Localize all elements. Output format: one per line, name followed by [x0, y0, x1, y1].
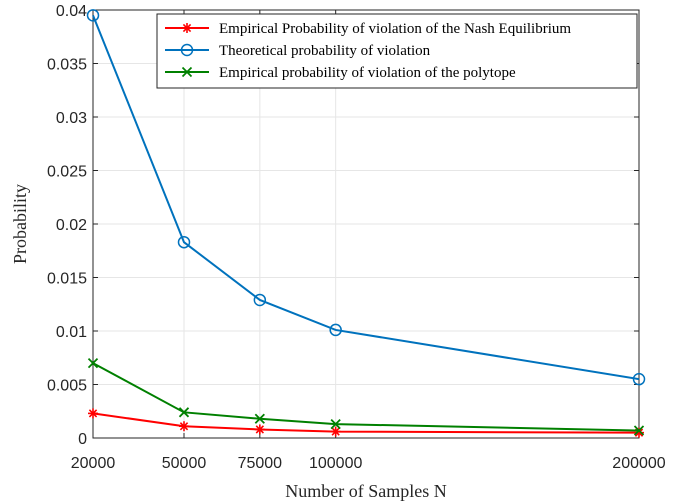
axes: 20000 50000 75000 100000 200000 0 0.005 0.01 0.0…	[47, 3, 666, 472]
data-point	[634, 427, 644, 438]
series-line	[92, 14, 640, 381]
legend-label: Theoretical probability of violation	[219, 43, 431, 59]
y-tick-label: 0.005	[47, 378, 87, 395]
y-tick-label: 0.025	[47, 164, 87, 181]
point-marker-stroke	[182, 23, 192, 33]
point-marker-stroke	[88, 409, 98, 418]
series-layer	[86, 9, 646, 438]
y-tick-label: 0.02	[56, 217, 87, 234]
data-point	[178, 407, 190, 418]
point-marker	[86, 9, 100, 22]
legend-label: Empirical probability of violation of th…	[219, 65, 516, 81]
point-marker-stroke	[178, 407, 190, 418]
point-marker-stroke	[634, 428, 644, 437]
point-marker	[253, 293, 267, 307]
data-point	[180, 43, 194, 57]
data-point	[330, 426, 341, 437]
data-point	[177, 235, 191, 249]
y-tick-label: 0.03	[56, 110, 87, 127]
legend-entry: Empirical probability of violation of th…	[165, 65, 516, 81]
x-tick-label: 100000	[309, 455, 362, 472]
legend-entry: Theoretical probability of violation	[165, 43, 431, 59]
point-marker-stroke	[331, 427, 340, 436]
data-point	[86, 9, 100, 22]
series-3	[87, 357, 645, 436]
data-point	[253, 293, 267, 307]
y-tick-label: 0.04	[56, 3, 87, 20]
point-marker	[180, 43, 194, 57]
point-marker-stroke	[633, 425, 645, 436]
x-tick-label: 50000	[162, 455, 207, 472]
y-tick-label: 0	[78, 431, 87, 448]
series-2	[86, 9, 646, 386]
data-point	[329, 323, 342, 337]
point-marker	[329, 323, 342, 337]
data-point	[179, 421, 189, 432]
point-marker-stroke	[181, 66, 193, 78]
data-point	[254, 413, 265, 424]
point-marker	[632, 372, 646, 386]
x-axis-label: Number of Samples N	[285, 481, 446, 501]
data-point	[182, 23, 192, 33]
data-point	[633, 425, 645, 436]
legend-label: Empirical Probability of violation of th…	[219, 21, 571, 37]
data-point	[87, 357, 99, 369]
data-point	[88, 408, 98, 419]
y-tick-label: 0.01	[56, 324, 87, 341]
y-tick-label: 0.015	[47, 271, 87, 288]
point-marker-stroke	[330, 418, 341, 430]
point-marker-stroke	[254, 413, 265, 424]
y-axis-label: Probability	[10, 184, 30, 264]
legend-box	[156, 13, 638, 89]
data-point	[632, 372, 646, 386]
x-tick-label: 20000	[71, 455, 116, 472]
x-tick-label: 75000	[238, 455, 283, 472]
point-marker-stroke	[255, 425, 264, 434]
point-marker-stroke	[87, 357, 99, 369]
point-marker	[177, 235, 191, 249]
y-tick-label: 0.035	[47, 57, 87, 74]
data-point	[181, 66, 193, 78]
x-tick-label: 200000	[612, 455, 665, 472]
data-point	[330, 418, 341, 430]
data-point	[254, 424, 265, 435]
legend: Empirical Probability of violation of th…	[156, 13, 638, 89]
point-marker-stroke	[179, 422, 189, 431]
legend-entry: Empirical Probability of violation of th…	[165, 21, 571, 37]
